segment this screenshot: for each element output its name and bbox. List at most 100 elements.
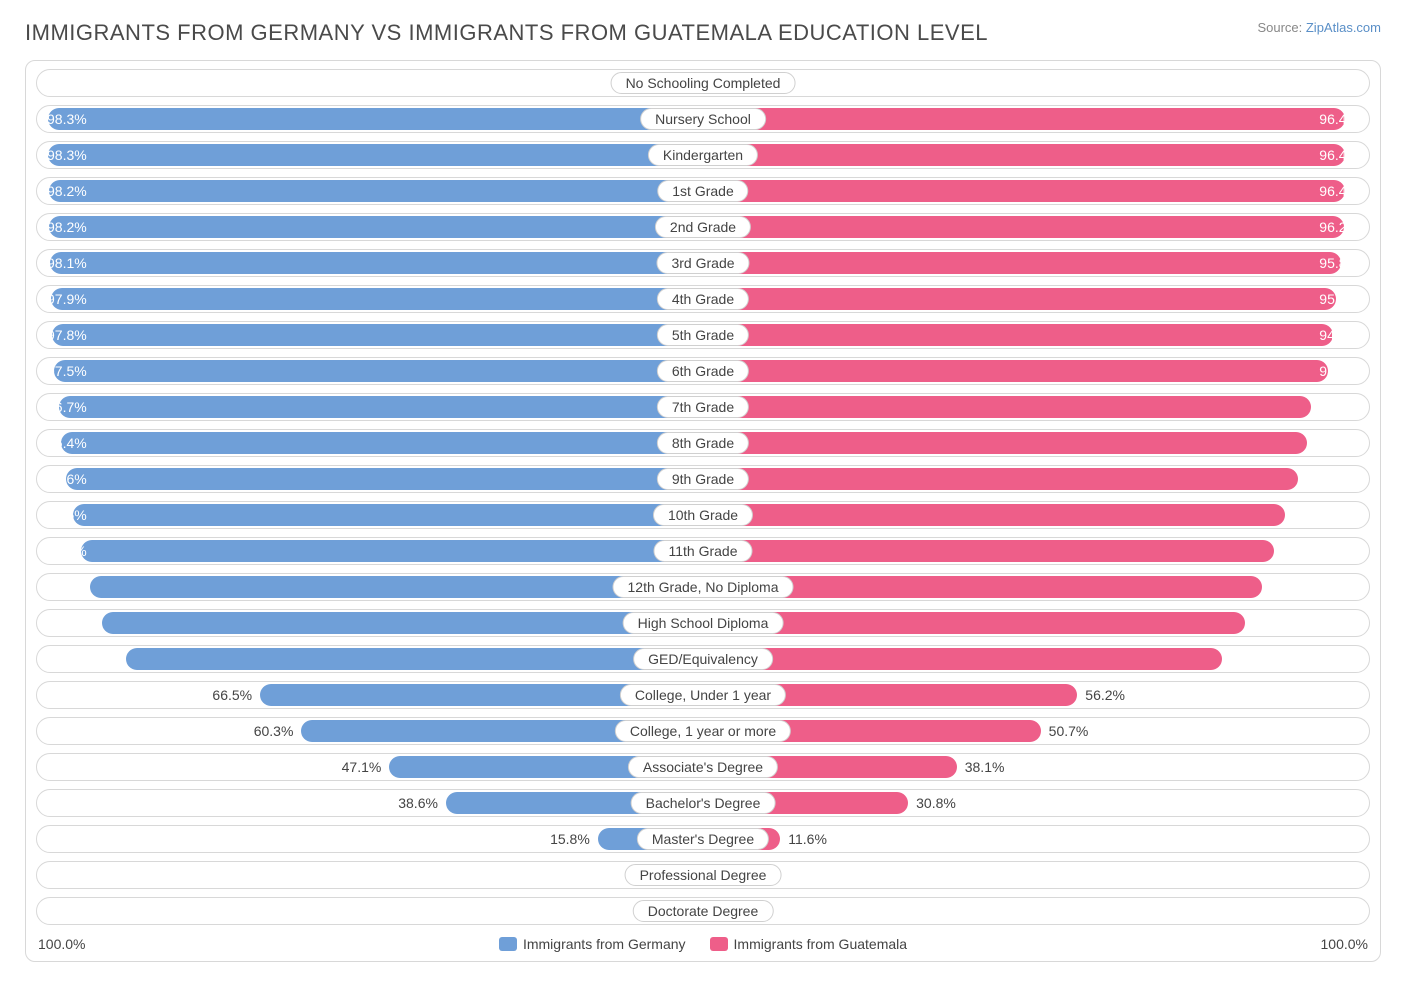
chart-row: 95.6%89.4%9th Grade (36, 465, 1370, 493)
category-label: 4th Grade (657, 288, 749, 310)
chart-row: 98.3%96.4%Nursery School (36, 105, 1370, 133)
bar-left (73, 504, 703, 526)
legend-swatch-left (499, 937, 517, 951)
category-label: Associate's Degree (628, 756, 778, 778)
value-right: 81.4% (1319, 615, 1359, 631)
category-label: No Schooling Completed (611, 72, 796, 94)
source-link[interactable]: ZipAtlas.com (1306, 20, 1381, 35)
value-right: 56.2% (1085, 687, 1125, 703)
value-left: 92.0% (47, 579, 87, 595)
chart-row: 4.9%3.4%Professional Degree (36, 861, 1370, 889)
chart-row: 47.1% 38.1% Associate's Degree (36, 753, 1370, 781)
chart-row: 86.7% 77.9% GED/Equivalency (36, 645, 1370, 673)
category-label: 12th Grade, No Diploma (613, 576, 794, 598)
category-label: College, Under 1 year (620, 684, 786, 706)
value-right: 90.7% (1319, 435, 1359, 451)
legend-label-right: Immigrants from Guatemala (734, 936, 908, 952)
bar-right (703, 180, 1345, 202)
bar-left (49, 216, 703, 238)
value-right: 87.4% (1319, 507, 1359, 523)
chart-row: 98.2% 96.4% 1st Grade (36, 177, 1370, 205)
chart-row: 2.1%1.4%Doctorate Degree (36, 897, 1370, 925)
value-left: 98.1% (47, 255, 87, 271)
value-right: 11.6% (788, 831, 827, 847)
chart-row: 66.5% 56.2% College, Under 1 year (36, 681, 1370, 709)
bar-right (703, 504, 1285, 526)
bar-left (51, 288, 703, 310)
value-right: 91.3% (1319, 399, 1359, 415)
bar-left (54, 360, 703, 382)
bar-left (48, 144, 703, 166)
chart-row: 96.7% 91.3% 7th Grade (36, 393, 1370, 421)
bar-right (703, 324, 1333, 346)
bar-left (48, 108, 703, 130)
bar-left (81, 540, 703, 562)
axis-max-left: 100.0% (38, 936, 85, 952)
category-label: 1st Grade (657, 180, 748, 202)
value-right: 96.4% (1319, 183, 1359, 199)
value-left: 47.1% (342, 759, 382, 775)
bar-right (703, 252, 1341, 274)
category-label: 9th Grade (657, 468, 749, 490)
bar-right (703, 396, 1311, 418)
value-right: 94.6% (1319, 327, 1359, 343)
value-left: 95.6% (47, 471, 87, 487)
bar-right (703, 648, 1222, 670)
category-label: 7th Grade (657, 396, 749, 418)
legend-swatch-right (710, 937, 728, 951)
chart-row: 94.6%87.4%10th Grade (36, 501, 1370, 529)
bar-right (703, 612, 1245, 634)
bar-right (703, 360, 1328, 382)
bar-left (90, 576, 703, 598)
axis-max-right: 100.0% (1321, 936, 1368, 952)
chart-row: 90.2%81.4%High School Diploma (36, 609, 1370, 637)
bar-right (703, 108, 1345, 130)
value-right: 77.9% (1319, 651, 1359, 667)
category-label: 6th Grade (657, 360, 749, 382)
category-label: 5th Grade (657, 324, 749, 346)
value-left: 86.7% (47, 651, 87, 667)
value-left: 38.6% (398, 795, 438, 811)
value-right: 38.1% (965, 759, 1005, 775)
value-left: 66.5% (212, 687, 252, 703)
chart-row: 1.8%3.6%No Schooling Completed (36, 69, 1370, 97)
bar-right (703, 288, 1336, 310)
value-right: 95.1% (1319, 291, 1359, 307)
chart-row: 98.3% 96.4% Kindergarten (36, 141, 1370, 169)
chart-row: 97.8%94.6%5th Grade (36, 321, 1370, 349)
chart-row: 93.4%85.8%11th Grade (36, 537, 1370, 565)
legend-label-left: Immigrants from Germany (523, 936, 686, 952)
value-left: 94.6% (47, 507, 87, 523)
chart-row: 60.3%50.7%College, 1 year or more (36, 717, 1370, 745)
value-right: 93.9% (1319, 363, 1359, 379)
category-label: GED/Equivalency (633, 648, 773, 670)
bar-left (102, 612, 703, 634)
value-left: 98.2% (47, 219, 87, 235)
chart-row: 38.6%30.8%Bachelor's Degree (36, 789, 1370, 817)
category-label: 3rd Grade (656, 252, 749, 274)
category-label: 2nd Grade (655, 216, 751, 238)
diverging-bar-chart: 1.8%3.6%No Schooling Completed 98.3% 96.4%… (25, 60, 1381, 962)
value-left: 96.7% (47, 399, 87, 415)
value-right: 96.4% (1319, 147, 1359, 163)
value-left: 98.3% (47, 147, 87, 163)
value-right: 30.8% (916, 795, 956, 811)
chart-title: IMMIGRANTS FROM GERMANY VS IMMIGRANTS FR… (25, 20, 988, 46)
category-label: Kindergarten (648, 144, 758, 166)
category-label: 8th Grade (657, 432, 749, 454)
chart-row: 98.1%95.8%3rd Grade (36, 249, 1370, 277)
value-right: 85.8% (1319, 543, 1359, 559)
bar-right (703, 216, 1344, 238)
chart-row: 15.8%11.6%Master's Degree (36, 825, 1370, 853)
value-left: 15.8% (550, 831, 590, 847)
value-left: 98.2% (47, 183, 87, 199)
value-left: 98.3% (47, 111, 87, 127)
bar-right (703, 144, 1345, 166)
bar-right (703, 432, 1307, 454)
bar-right (703, 540, 1274, 562)
bar-left (59, 396, 703, 418)
chart-footer: 100.0% Immigrants from Germany Immigrant… (36, 933, 1370, 955)
value-right: 96.4% (1319, 111, 1359, 127)
chart-row: 96.4%90.7%8th Grade (36, 429, 1370, 457)
category-label: College, 1 year or more (615, 720, 791, 742)
